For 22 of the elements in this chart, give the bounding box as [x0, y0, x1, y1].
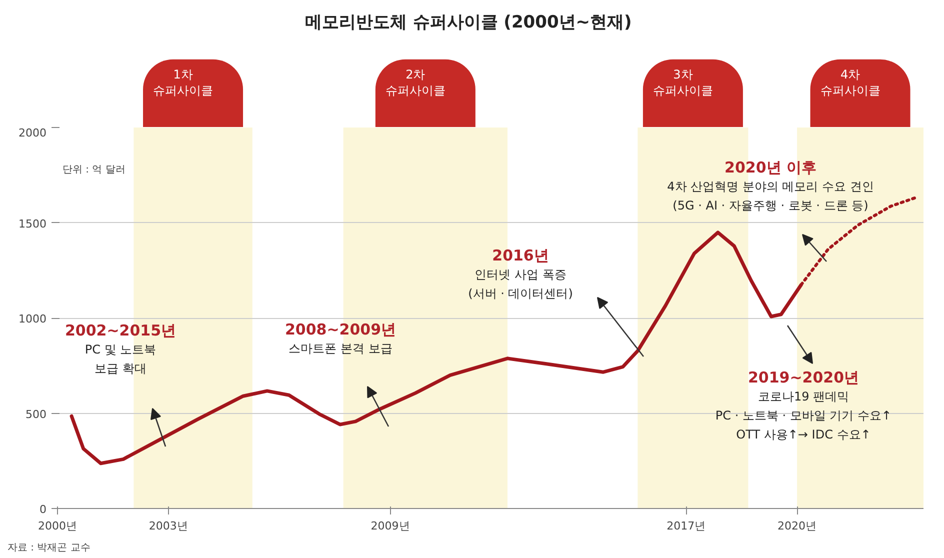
band-label: 3차 슈퍼사이클 — [652, 67, 713, 98]
annotation: 단위 : 억 달러 — [62, 164, 126, 176]
y-tick-label: 500 — [26, 408, 47, 421]
band-label: 1차 슈퍼사이클 — [153, 67, 214, 98]
x-tick-label: 2003년 — [148, 520, 188, 532]
band-label: 2차 슈퍼사이클 — [385, 67, 446, 98]
chart-title: 메모리반도체 슈퍼사이클 (2000년~현재) — [304, 12, 632, 32]
text: 자료 : 박재곤 교수 — [8, 542, 90, 554]
annotation: 2016년 인터넷 사업 폭증 (서버 · 데이터센터) — [468, 246, 573, 300]
x-tick-label: 2009년 — [370, 520, 410, 532]
x-tick-label: 2017년 — [666, 520, 706, 532]
band-label: 4차 슈퍼사이클 — [820, 67, 880, 98]
y-tick-label: 1000 — [18, 312, 47, 326]
y-tick-label: 2000 — [18, 126, 47, 140]
annotation: 2002~2015년 PC 및 노트북 보급 확대 — [64, 322, 176, 376]
y-tick-label: 0 — [40, 503, 46, 516]
y-tick-label: 1500 — [18, 217, 47, 230]
annotation: 2008~2009년 스마트폰 본격 보급 — [284, 320, 396, 356]
annotation: 2020년 이후 4차 산업혁명 분야의 메모리 수요 견인 (5G · AI · 자율주행 · 로봇 · 드론 등) — [667, 158, 874, 212]
x-tick-label: 2000년 — [38, 520, 78, 532]
x-tick-label: 2020년 — [778, 520, 817, 532]
annotation: 2019~2020년 코로나19 팬데믹 PC · 노트북 · 모바일 기기 수요↑ OTT 사용↑→ IDC 수요↑ — [715, 368, 892, 442]
